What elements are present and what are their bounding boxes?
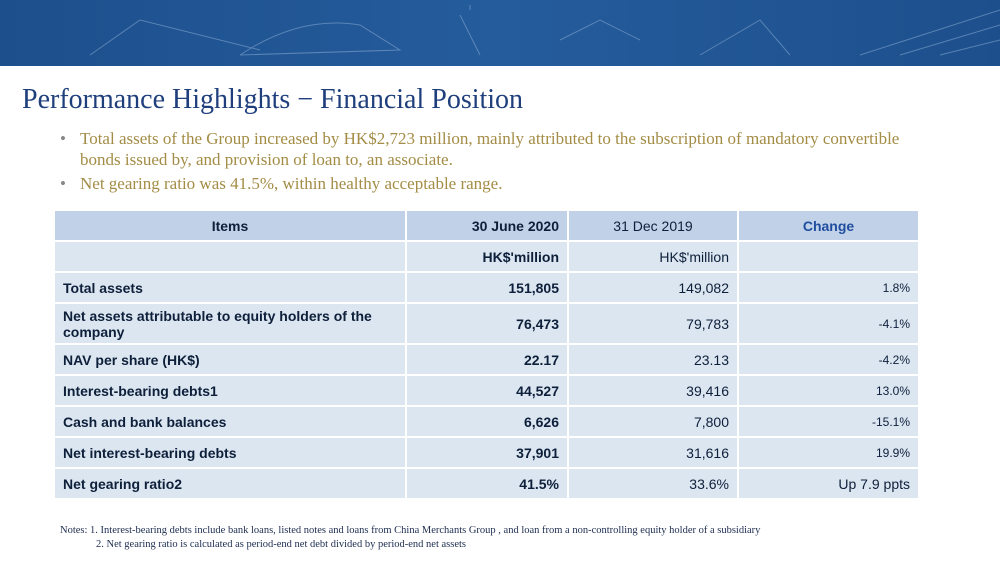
column-header: 31 Dec 2019 xyxy=(567,209,739,242)
row: Net gearing ratio2 41.5% 33.6% Up 7.9 ppts xyxy=(53,467,920,500)
column-header: Items xyxy=(53,209,407,242)
cell: Net assets attributable to equity holder… xyxy=(53,302,407,345)
cell: 22.17 xyxy=(405,343,569,376)
row: Net assets attributable to equity holder… xyxy=(53,302,920,345)
unit: HK$'million xyxy=(567,240,739,273)
cell: 79,783 xyxy=(567,302,739,345)
row: Interest-bearing debts1 44,527 39,416 13.0% xyxy=(53,374,920,407)
title: Performance Highlights − Financial Posit… xyxy=(22,84,524,115)
cell: 19.9% xyxy=(737,436,920,469)
row: Net interest-bearing debts 37,901 31,616 19… xyxy=(53,436,920,469)
cell: Net interest-bearing debts xyxy=(53,436,407,469)
bullet: Total assets of the Group increased by H… xyxy=(58,128,918,170)
cell: -15.1% xyxy=(737,405,920,438)
cell: 7,800 xyxy=(567,405,739,438)
unit: HK$'million xyxy=(405,240,569,273)
cell: 41.5% xyxy=(405,467,569,500)
note: 2. Net gearing ratio is calculated as pe… xyxy=(96,539,467,550)
cell: 6,626 xyxy=(405,405,569,438)
cell: 151,805 xyxy=(405,271,569,304)
cell: Net gearing ratio2 xyxy=(53,467,407,500)
cell: 37,901 xyxy=(405,436,569,469)
column-header: Change xyxy=(737,209,920,242)
cell: NAV per share (HK$) xyxy=(53,343,407,376)
cell: -4.2% xyxy=(737,343,920,376)
cell: 149,082 xyxy=(567,271,739,304)
row: Cash and bank balances 6,626 7,800 -15.1% xyxy=(53,405,920,438)
cell: Interest-bearing debts1 xyxy=(53,374,407,407)
bullets: Total assets of the Group increased by H… xyxy=(58,128,918,197)
cell: Up 7.9 ppts xyxy=(737,467,920,500)
cell xyxy=(53,240,407,273)
cell: 23.13 xyxy=(567,343,739,376)
cell: 31,616 xyxy=(567,436,739,469)
cell: Total assets xyxy=(53,271,407,304)
note: 1. Interest-bearing debts include bank l… xyxy=(90,525,761,536)
column-header: 30 June 2020 xyxy=(405,209,569,242)
cell: 1.8% xyxy=(737,271,920,304)
table-body: Total assets 151,805 149,082 1.8% Net assets… xyxy=(53,271,920,500)
table: Items 30 June 2020 31 Dec 2019 Change HK… xyxy=(53,209,920,500)
notes-label: Notes: xyxy=(60,525,88,536)
cell: 39,416 xyxy=(567,374,739,407)
cell: Cash and bank balances xyxy=(53,405,407,438)
cell: 33.6% xyxy=(567,467,739,500)
bullet: Net gearing ratio was 41.5%, within heal… xyxy=(58,173,918,194)
row: Total assets 151,805 149,082 1.8% xyxy=(53,271,920,304)
notes: Notes: 1. Interest-bearing debts include… xyxy=(60,524,760,552)
cell: -4.1% xyxy=(737,302,920,345)
cell xyxy=(737,240,920,273)
cell: 44,527 xyxy=(405,374,569,407)
cell: 76,473 xyxy=(405,302,569,345)
cell: 13.0% xyxy=(737,374,920,407)
row: NAV per share (HK$) 22.17 23.13 -4.2% xyxy=(53,343,920,376)
banner xyxy=(0,0,1000,66)
